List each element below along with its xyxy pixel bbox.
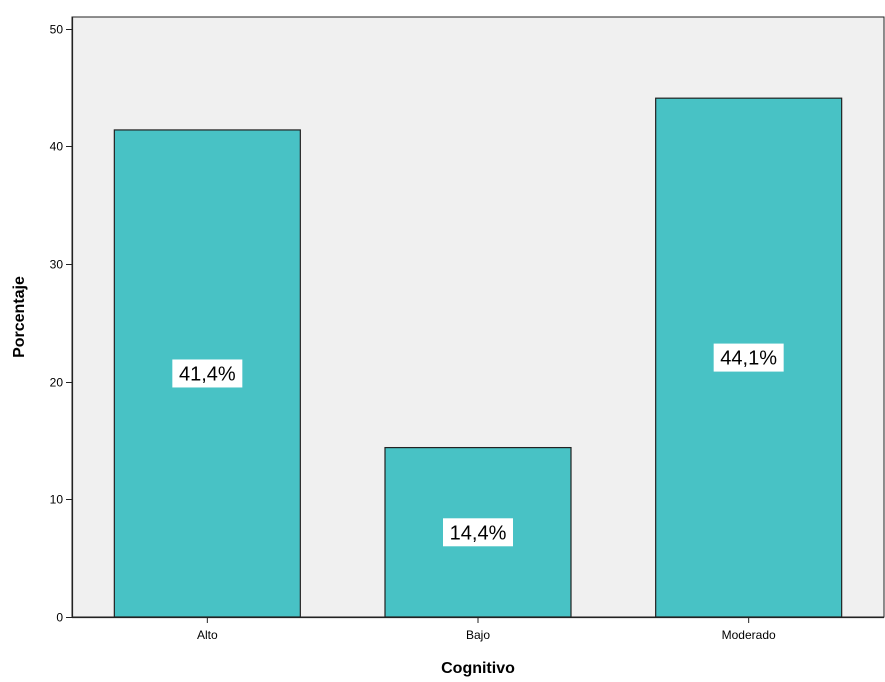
y-axis-title: Porcentaje [11,276,28,358]
y-tick-label: 0 [56,611,63,625]
data-label: 44,1% [713,343,784,372]
data-label-text: 14,4% [450,522,507,544]
data-label: 41,4% [172,359,243,388]
bars [113,97,843,618]
y-tick-label: 50 [50,23,64,37]
y-tick-label: 30 [50,258,64,272]
x-tick-label: Moderado [722,628,776,642]
x-tick-label: Bajo [466,628,490,642]
data-label-box [713,343,784,372]
x-tick-label: Alto [197,628,218,642]
data-labels: 41,4% 14,4% 44,1% [172,343,784,547]
y-tick-label: 40 [50,140,64,154]
x-axis-ticks: Alto Bajo Moderado [197,617,776,642]
y-axis-ticks: 0 10 20 30 40 50 [50,23,72,625]
data-label-box [172,359,243,388]
data-label-text: 41,4% [179,363,236,385]
data-label-box [443,518,513,547]
data-label-text: 44,1% [720,348,777,370]
y-tick-label: 10 [50,493,64,507]
y-tick-label: 20 [50,376,64,390]
data-label: 14,4% [443,518,513,547]
x-axis-title: Cognitivo [441,660,515,677]
